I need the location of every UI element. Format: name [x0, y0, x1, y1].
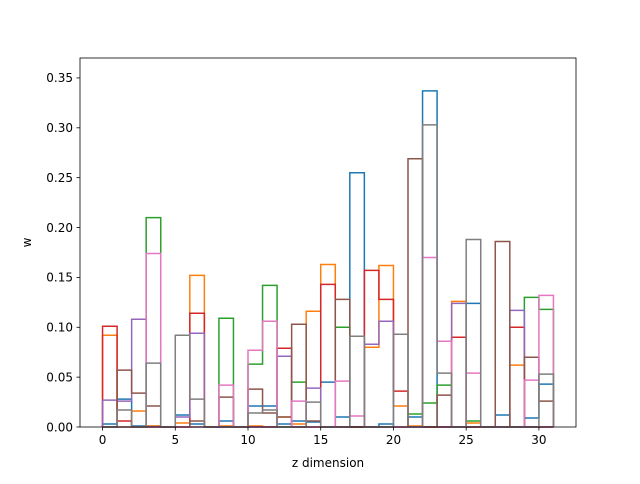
y-tick-label: 0.00: [46, 420, 73, 434]
x-tick-label: 0: [99, 433, 107, 447]
x-tick-label: 5: [171, 433, 179, 447]
y-tick-label: 0.05: [46, 370, 73, 384]
x-tick-label: 10: [240, 433, 255, 447]
plot-frame: [79, 57, 577, 428]
y-tick-label: 0.35: [46, 71, 73, 85]
y-tick-label: 0.10: [46, 321, 73, 335]
y-tick-label: 0.20: [46, 221, 73, 235]
x-tick-label: 20: [386, 433, 401, 447]
y-axis-label: w: [20, 237, 34, 247]
x-axis-label: z dimension: [292, 456, 364, 470]
y-tick-label: 0.25: [46, 171, 73, 185]
y-tick-label: 0.30: [46, 121, 73, 135]
x-tick-label: 30: [531, 433, 546, 447]
y-tick-label: 0.15: [46, 271, 73, 285]
x-tick-label: 25: [459, 433, 474, 447]
axes-layer: 0 5 10 15 20 25 30 0.00 0.05 0.10 0.15 0.20 0.25 0.30…: [46, 71, 546, 447]
x-tick-label: 15: [313, 433, 328, 447]
